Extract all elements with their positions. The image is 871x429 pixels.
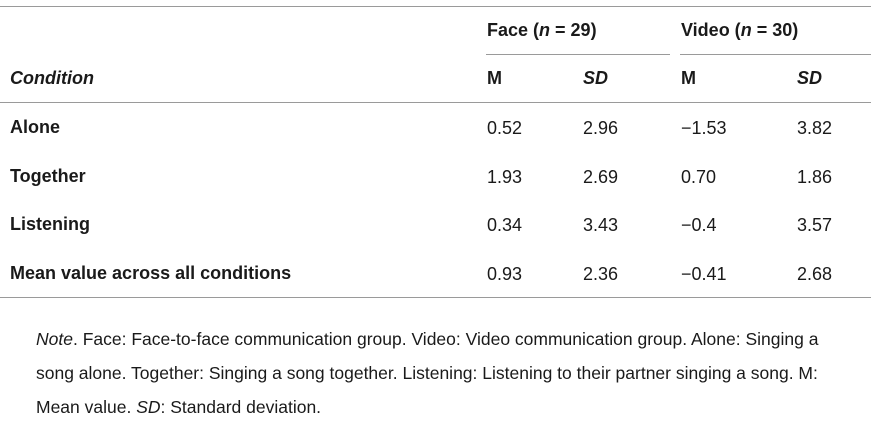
face-group-underline [486,54,670,55]
note-sd-term: SD [136,397,161,417]
face-n-value: = 29) [550,20,597,40]
note-text-part1: . Face: Face-to-face communication group… [36,329,819,417]
row-listening-video-m: −0.4 [681,215,717,235]
face-sd-header: SD [583,68,609,88]
row-listening-face-sd: 3.43 [583,215,619,235]
video-group-underline [680,54,871,55]
row-alone-face-sd: 2.96 [583,118,619,138]
row-mean-face-sd: 2.36 [583,264,619,284]
row-listening-face-m: 0.34 [487,215,523,235]
row-alone-video-m: −1.53 [681,118,727,138]
video-m-header: M [681,68,696,88]
table-bottom-rule [0,297,871,298]
face-m-header: M [487,68,502,88]
video-n-value: = 30) [751,20,799,40]
row-alone-face-m: 0.52 [487,118,523,138]
video-group-header: Video (n = 30) [681,19,798,41]
row-alone-condition: Alone [10,117,61,137]
row-mean-face-m: 0.93 [487,264,523,284]
row-together-video-sd: 1.86 [797,167,833,187]
row-together-face-m: 1.93 [487,167,523,187]
video-n-symbol: n [740,20,752,40]
row-mean-video-m: −0.41 [681,264,727,284]
row-alone-video-sd: 3.82 [797,118,833,138]
note-text-part2: : Standard deviation. [160,397,322,417]
condition-header: Condition [10,68,94,88]
table-note: Note. Face: Face-to-face communication g… [36,322,856,424]
header-bottom-rule [0,102,871,103]
face-n-symbol: n [539,20,551,40]
face-group-header: Face (n = 29) [487,19,597,41]
row-mean-video-sd: 2.68 [797,264,833,284]
row-mean-condition: Mean value across all conditions [10,263,292,283]
note-lead: Note [36,329,73,349]
row-listening-condition: Listening [10,214,90,234]
row-together-condition: Together [10,166,86,186]
table-top-rule [0,6,871,7]
row-together-face-sd: 2.69 [583,167,619,187]
row-listening-video-sd: 3.57 [797,215,833,235]
video-group-label: Video ( [681,20,741,40]
row-together-video-m: 0.70 [681,167,717,187]
video-sd-header: SD [797,68,823,88]
face-group-label: Face ( [487,20,540,40]
